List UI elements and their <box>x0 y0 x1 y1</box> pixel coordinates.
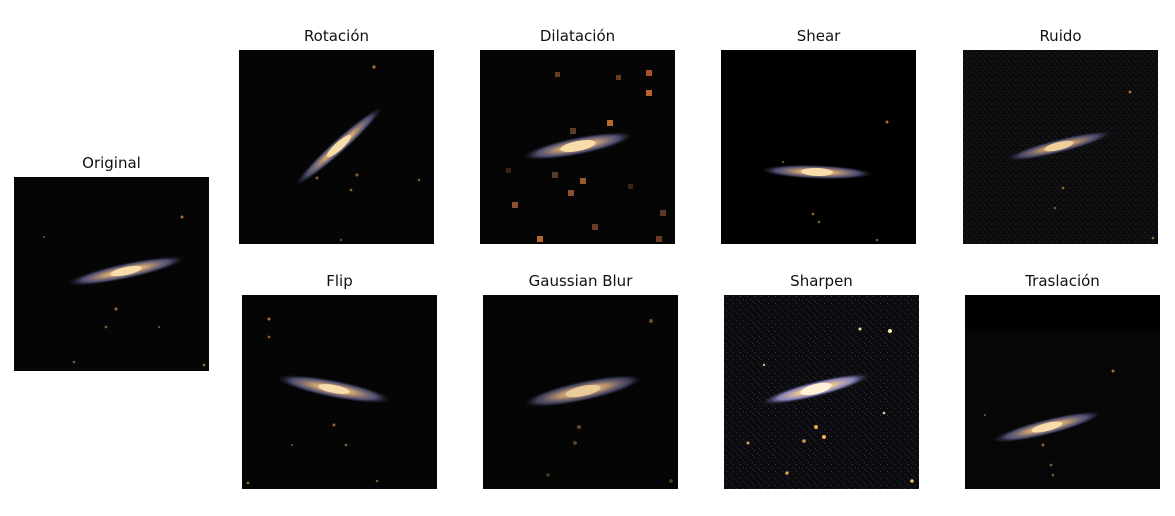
panel-rotacion: Rotación <box>239 27 434 245</box>
panel-title: Sharpen <box>790 272 853 290</box>
panel-flip: Flip <box>242 272 437 490</box>
panel-original: Original <box>14 154 209 372</box>
galaxy-image <box>239 50 434 244</box>
galaxy-image <box>965 295 1160 489</box>
galaxy-image <box>963 50 1158 244</box>
panel-title: Gaussian Blur <box>528 272 633 290</box>
panel-ruido: Ruido <box>963 27 1158 245</box>
panel-title: Shear <box>796 27 841 45</box>
panel-title: Dilatación <box>539 27 616 45</box>
galaxy-image <box>242 295 437 489</box>
panel-shear: Shear <box>721 27 916 245</box>
panel-sharpen: Sharpen <box>724 272 919 490</box>
galaxy-image <box>724 295 919 489</box>
panel-title: Flip <box>326 272 353 290</box>
galaxy-image <box>721 50 916 244</box>
galaxy-image <box>480 50 675 244</box>
panel-gaussian-blur: Gaussian Blur <box>483 272 678 490</box>
panel-traslacion: Traslación <box>965 272 1160 490</box>
panel-title: Traslación <box>1025 272 1100 290</box>
panel-title: Ruido <box>1039 27 1082 45</box>
panel-title: Original <box>82 154 141 172</box>
panel-title: Rotación <box>303 27 370 45</box>
panel-dilatacion: Dilatación <box>480 27 675 245</box>
galaxy-image <box>483 295 678 489</box>
galaxy-image <box>14 177 209 371</box>
